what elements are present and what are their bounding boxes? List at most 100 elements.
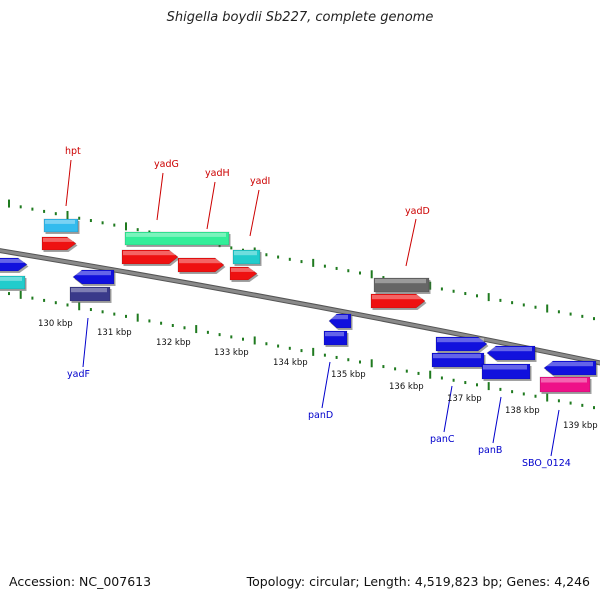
ruler-label-134kbp: 134 kbp	[273, 358, 308, 368]
upper-tick	[499, 298, 502, 302]
lower-tick	[253, 336, 256, 345]
gene-label-yadI[interactable]: yadI	[250, 176, 270, 187]
gene-arrow-yadH-highlight	[179, 259, 221, 264]
lower-tick	[19, 290, 22, 299]
ruler-label-136kbp: 136 kbp	[389, 382, 424, 392]
gene-labels[interactable]: hpt yadG yadH yadI yadD yadF panD panC p…	[65, 146, 571, 469]
gene-arrow-panD-arrow[interactable]	[328, 313, 353, 330]
gene-features[interactable]	[0, 218, 598, 394]
upper-tick	[125, 222, 127, 231]
upper-tick	[546, 304, 549, 313]
gene-arrow-yadI[interactable]	[229, 266, 259, 282]
gene-arrow-panC-arrow-body	[435, 336, 488, 352]
lower-tick	[452, 378, 455, 382]
lower-tick	[31, 296, 34, 300]
lower-tick	[394, 367, 397, 371]
gene-label-panD[interactable]: panD	[308, 410, 333, 421]
gene-arrow-yadF[interactable]	[69, 286, 112, 303]
upper-tick	[593, 317, 595, 321]
gene-arrow-yadD-box[interactable]	[373, 277, 431, 294]
label-leader-lines	[65, 159, 560, 457]
gene-label-yadG[interactable]: yadG	[154, 159, 179, 170]
lower-tick	[183, 326, 186, 330]
lower-tick	[8, 292, 10, 296]
gene-label-yadH[interactable]: yadH	[205, 168, 230, 179]
gene-arrow-panB[interactable]	[481, 363, 532, 381]
gene-label-yadF[interactable]: yadF	[67, 369, 90, 380]
gene-arrow-yadF-arrow-body	[72, 269, 115, 285]
lower-tick	[66, 303, 69, 307]
gene-arrow-left-edge-teal[interactable]	[0, 275, 27, 291]
upper-tick	[288, 257, 291, 261]
gene-arrow-SBO_0124[interactable]	[539, 376, 592, 394]
gene-label-panC[interactable]: panC	[430, 434, 455, 445]
gene-arrow-hpt-box-body	[43, 218, 79, 233]
gene-arrow-hpt-highlight	[43, 238, 73, 242]
lower-tick	[511, 390, 514, 394]
lower-tick-track	[8, 290, 595, 410]
leader-panC	[443, 385, 453, 433]
lower-tick	[440, 376, 443, 380]
gene-arrow-panD[interactable]	[323, 330, 349, 347]
gene-arrow-yadD-highlight	[372, 295, 422, 300]
gene-arrow-panB-arrow-body	[486, 345, 536, 361]
gene-arrow-panB-arrow[interactable]	[486, 345, 537, 362]
gene-arrow-SBO_0124-body	[539, 376, 591, 393]
leader-yadH	[206, 181, 216, 230]
gene-arrow-yadF-body	[69, 286, 111, 302]
gene-arrow-panC[interactable]	[431, 352, 486, 369]
gene-arrow-yadI-box-highlight	[234, 251, 257, 256]
upper-tick	[335, 266, 338, 270]
lower-tick	[43, 298, 46, 302]
lower-tick	[522, 392, 525, 396]
upper-tick	[113, 223, 116, 227]
gene-arrow-yadG-long[interactable]	[124, 231, 231, 247]
lower-tick	[417, 371, 420, 375]
gene-arrow-yadI-body	[229, 266, 258, 281]
gene-label-SBO_0124[interactable]: SBO_0124	[522, 458, 571, 469]
lower-tick	[288, 346, 291, 350]
lower-tick	[148, 319, 151, 323]
lower-tick	[534, 394, 537, 398]
gene-arrow-yadI-highlight	[231, 268, 254, 272]
gene-arrow-yadH[interactable]	[177, 257, 226, 274]
gene-arrow-yadI-box-body	[232, 249, 261, 265]
upper-tick	[476, 294, 478, 298]
gene-arrow-yadG[interactable]	[121, 249, 180, 266]
upper-tick	[581, 314, 584, 318]
gene-arrow-panD-highlight	[325, 332, 344, 337]
upper-tick	[312, 258, 315, 267]
gene-arrow-hpt[interactable]	[41, 236, 78, 252]
gene-arrow-yadD-box-body	[373, 277, 430, 293]
gene-arrow-yadD[interactable]	[370, 293, 427, 310]
gene-arrow-SBO_0124-arrow-body	[543, 360, 597, 376]
accession-text: Accession: NC_007613	[9, 574, 152, 589]
lower-tick	[593, 406, 595, 410]
gene-label-panB[interactable]: panB	[478, 445, 502, 456]
gene-arrow-hpt-box[interactable]	[43, 218, 80, 234]
gene-label-yadD[interactable]: yadD	[405, 206, 430, 217]
gene-arrow-yadI-box[interactable]	[232, 249, 262, 266]
lower-tick	[230, 335, 233, 339]
gene-arrow-yadF-highlight	[71, 288, 107, 293]
gene-arrow-left-edge-blue[interactable]	[0, 257, 29, 273]
upper-tick	[487, 293, 490, 302]
lower-tick	[347, 358, 350, 362]
gene-arrow-SBO_0124-highlight	[541, 378, 587, 383]
upper-tick	[370, 270, 373, 279]
gene-arrow-panC-arrow[interactable]	[435, 336, 489, 353]
gene-arrow-SBO_0124-arrow[interactable]	[543, 360, 598, 377]
upper-tick	[265, 253, 268, 257]
leader-panD	[321, 361, 331, 409]
gene-arrow-hpt-body	[41, 236, 77, 251]
leader-yadF	[82, 317, 89, 368]
gene-arrow-yadF-arrow[interactable]	[72, 269, 116, 286]
gene-label-hpt[interactable]: hpt	[65, 146, 81, 157]
ruler-label-133kbp: 133 kbp	[214, 348, 249, 358]
lower-tick	[171, 324, 174, 328]
gene-arrow-yadD-body	[370, 293, 426, 309]
upper-tick	[136, 228, 139, 232]
lower-tick	[405, 369, 408, 373]
upper-tick	[522, 303, 525, 307]
